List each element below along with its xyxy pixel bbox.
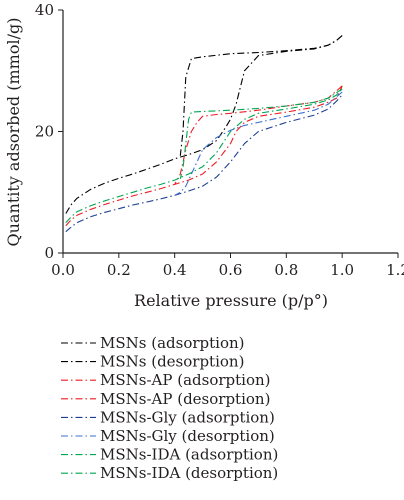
legend-label-3: MSNs-AP (adsorption): [100, 371, 271, 389]
x-tick-label: 0.8: [274, 261, 298, 279]
x-tick-label: 0.0: [51, 261, 75, 279]
plot-area: [65, 35, 343, 233]
series-line-8: [179, 88, 343, 180]
series-line-4: [174, 85, 343, 185]
y-tick-label: 40: [35, 1, 54, 19]
series-line-7: [65, 88, 343, 223]
legend-label-2: MSNs (desorption): [100, 353, 244, 371]
y-tick-label: 0: [44, 244, 54, 262]
x-tick-label: 1.2: [386, 261, 404, 279]
legend: MSNs (adsorption)MSNs (desorption)MSNs-A…: [61, 334, 278, 482]
series-line-2: [179, 35, 343, 156]
x-tick-label: 0.6: [219, 261, 243, 279]
legend-label-5: MSNs-Gly (adsorption): [100, 408, 275, 426]
axes: 0.0 0.2 0.4 0.6 0.8 1.0 1.2 0 20 40: [35, 1, 404, 279]
y-axis-title: Quantity adsorbed (mmol/g): [4, 18, 23, 247]
series-line-5: [65, 94, 343, 233]
x-tick-label: 0.4: [163, 261, 187, 279]
legend-label-1: MSNs (adsorption): [100, 334, 245, 352]
y-tick-label: 20: [35, 123, 54, 141]
legend-label-6: MSNs-Gly (desorption): [100, 427, 275, 445]
x-tick-label: 0.2: [107, 261, 131, 279]
legend-label-4: MSNs-AP (desorption): [100, 390, 270, 408]
x-tick-label: 1.0: [330, 261, 354, 279]
legend-label-8: MSNs-IDA (desorption): [100, 464, 278, 482]
legend-label-7: MSNs-IDA (adsorption): [100, 446, 278, 464]
x-axis-title: Relative pressure (p/p°): [134, 291, 328, 310]
series-line-1: [65, 35, 343, 214]
series-line-6: [174, 91, 343, 196]
